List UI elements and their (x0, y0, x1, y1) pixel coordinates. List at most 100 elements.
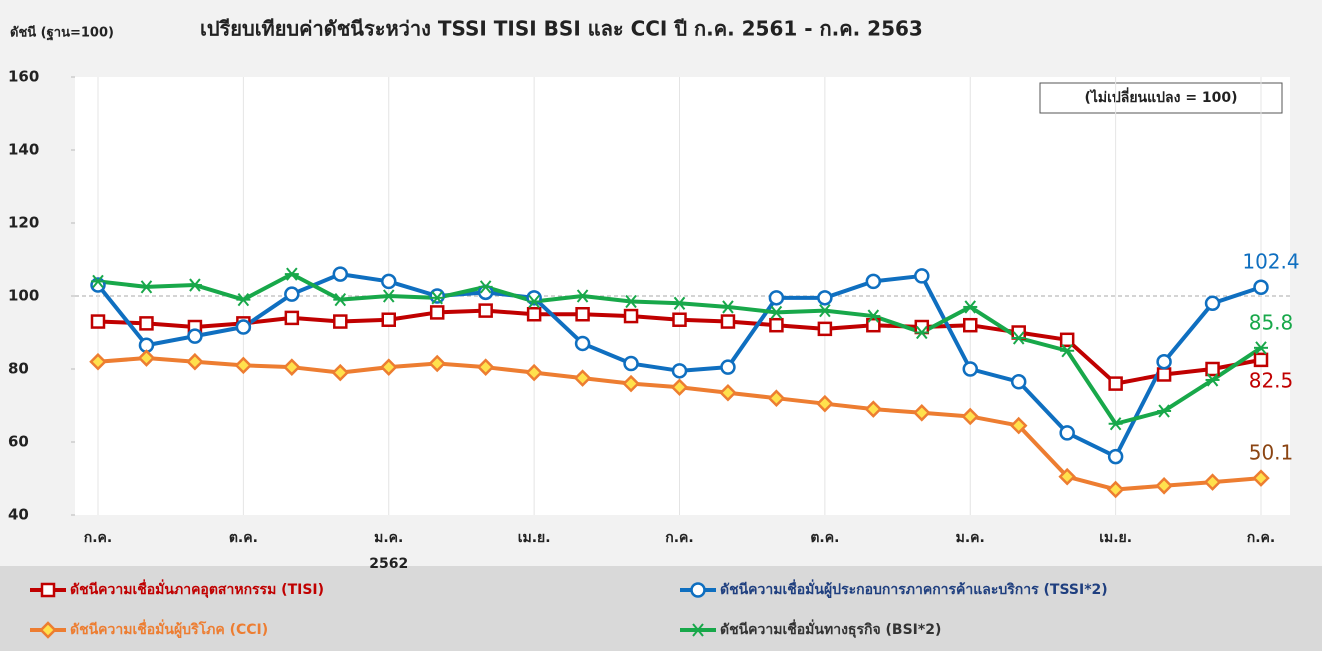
marker (331, 363, 350, 382)
chart-title: เปรียบเทียบค่าดัชนีระหว่าง TSSI TISI BSI… (200, 17, 923, 41)
marker (961, 407, 980, 426)
marker (575, 307, 590, 322)
marker-stroke (92, 274, 104, 289)
marker (527, 294, 542, 309)
marker-stroke (1012, 331, 1025, 345)
marker-stroke (625, 294, 637, 309)
y-tick-label: 140 (8, 141, 39, 159)
marker-stroke (286, 267, 298, 281)
marker (1009, 416, 1028, 435)
marker (768, 290, 785, 306)
marker (381, 312, 396, 327)
marker-stroke (189, 278, 201, 292)
marker-stroke (819, 303, 831, 318)
marker-stroke (770, 305, 783, 320)
marker (379, 358, 398, 376)
marker-stroke (382, 289, 395, 303)
legend-area (0, 566, 1322, 651)
marker (816, 394, 834, 413)
data-label: 82.5 (1249, 368, 1294, 392)
data-label: 102.4 (1242, 250, 1299, 274)
note-box (1039, 82, 1283, 114)
marker-stroke (1109, 417, 1122, 431)
marker (1156, 367, 1172, 382)
marker (575, 289, 590, 303)
marker (333, 314, 348, 329)
marker (1203, 473, 1222, 491)
marker-stroke (1061, 344, 1073, 358)
marker (573, 369, 592, 387)
marker (333, 293, 348, 307)
marker (574, 335, 591, 352)
marker (1106, 480, 1125, 499)
marker (720, 314, 736, 329)
marker (284, 286, 300, 302)
marker (283, 358, 301, 376)
y-tick-label: 60 (8, 433, 29, 451)
marker-stroke (867, 309, 880, 323)
marker (1156, 353, 1172, 370)
marker-stroke (1206, 373, 1219, 387)
marker (817, 321, 833, 337)
marker (1253, 279, 1269, 295)
x-tick-label: ก.ค. (84, 530, 112, 546)
marker (1060, 344, 1075, 358)
marker (476, 358, 495, 376)
y-tick-label: 160 (8, 68, 39, 86)
marker (624, 294, 639, 309)
marker (478, 280, 493, 294)
x-tick-label: ต.ค. (810, 530, 839, 546)
marker (381, 273, 397, 290)
marker (622, 374, 640, 393)
marker (1059, 425, 1075, 441)
legend-label: ดัชนีความเชื่อมั่นผู้ประกอบการภาคการค้าแ… (720, 579, 1108, 598)
marker (913, 404, 931, 422)
y-axis-label: ดัชนี (ฐาน=100) (10, 25, 114, 42)
marker-stroke (692, 623, 704, 637)
marker (284, 310, 300, 326)
marker (1205, 373, 1220, 387)
marker (234, 356, 253, 375)
marker (623, 355, 639, 372)
marker (963, 300, 978, 314)
marker-stroke (334, 293, 347, 307)
marker (865, 273, 882, 290)
marker-stroke (673, 296, 686, 310)
marker (864, 400, 883, 418)
y-tick-label: 80 (8, 360, 29, 378)
marker (720, 359, 736, 375)
marker (89, 352, 107, 371)
marker (39, 621, 57, 639)
marker (914, 268, 930, 284)
marker (430, 291, 445, 305)
x-tick-label: ต.ค. (229, 530, 258, 546)
marker (1204, 295, 1221, 312)
marker (91, 274, 105, 289)
marker (139, 280, 154, 294)
marker (691, 623, 705, 637)
marker-stroke (237, 293, 250, 307)
marker-stroke (431, 291, 443, 305)
marker-stroke (964, 300, 977, 314)
marker (1011, 331, 1026, 345)
marker-stroke (528, 294, 540, 309)
marker (428, 354, 446, 373)
legend-label: ดัชนีความเชื่อมั่นผู้บริโภค (CCI) (70, 619, 268, 638)
marker (963, 317, 978, 333)
marker (1059, 332, 1075, 348)
marker (1254, 341, 1268, 355)
marker (817, 290, 833, 306)
marker (478, 303, 493, 318)
data-label: 85.8 (1249, 310, 1294, 334)
x-tick-label: เม.ย. (518, 530, 551, 546)
legend-label: ดัชนีความเชื่อมั่นภาคอุตสาหกรรม (TISI) (70, 579, 324, 598)
x-tick-label: ม.ค. (956, 530, 985, 546)
reference-note: (ไม่เปลี่ยนแปลง = 100) (1084, 87, 1237, 106)
marker (672, 296, 687, 310)
marker (332, 266, 349, 282)
marker (525, 363, 543, 382)
data-label: 50.1 (1249, 441, 1294, 465)
marker (690, 582, 706, 598)
marker (381, 289, 396, 303)
